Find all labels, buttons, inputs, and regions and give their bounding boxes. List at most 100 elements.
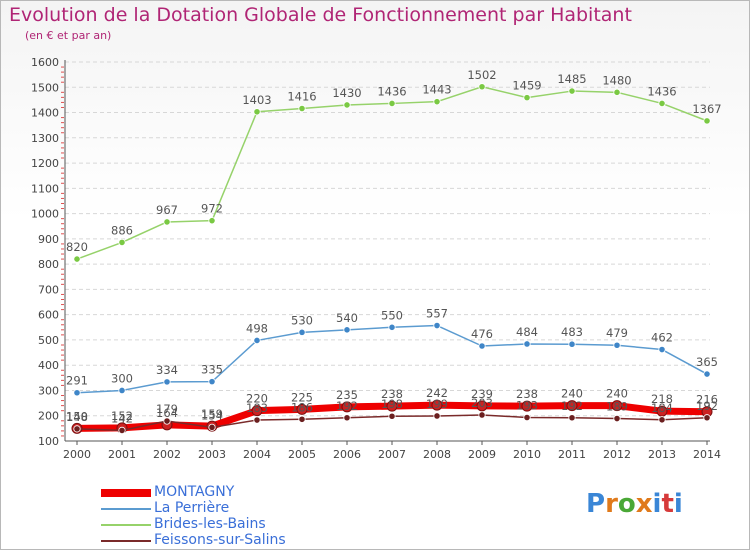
data-point (568, 414, 576, 422)
x-tick-label: 2000 (63, 448, 91, 461)
data-label: 1403 (242, 93, 271, 107)
x-tick-label: 2003 (198, 448, 226, 461)
x-tick-label: 2013 (648, 448, 676, 461)
data-label: 476 (471, 327, 493, 341)
x-tick-label: 2012 (603, 448, 631, 461)
data-label: 239 (471, 387, 493, 401)
data-point (523, 413, 531, 422)
y-tick-label: 800 (38, 258, 59, 271)
data-point (296, 403, 308, 415)
data-label: 192 (561, 399, 583, 413)
data-label: 189 (606, 400, 628, 414)
data-label: 203 (471, 396, 493, 410)
y-tick-label: 100 (38, 435, 59, 448)
data-point (343, 326, 351, 334)
legend-swatch (101, 540, 151, 542)
legend-label: MONTAGNY (154, 484, 235, 500)
y-tick-label: 600 (38, 309, 59, 322)
y-tick-label: 1100 (31, 182, 59, 195)
data-label: 240 (561, 387, 583, 401)
x-tick-label: 2004 (243, 448, 271, 461)
data-point (163, 378, 171, 386)
data-label: 1367 (692, 102, 721, 116)
data-point (343, 101, 351, 109)
x-tick-label: 2008 (423, 448, 451, 461)
data-point (658, 345, 666, 354)
x-tick-label: 2005 (288, 448, 316, 461)
data-point (388, 323, 396, 331)
data-label: 540 (336, 311, 358, 325)
data-point (566, 400, 578, 412)
data-point (433, 98, 441, 106)
data-point (703, 117, 711, 125)
data-label: 220 (246, 392, 268, 406)
data-label: 193 (516, 399, 538, 413)
data-label: 183 (246, 401, 268, 415)
data-label: 235 (336, 388, 358, 402)
data-label: 148 (66, 410, 88, 424)
y-tick-label: 700 (38, 283, 59, 296)
y-tick-label: 1000 (31, 208, 59, 221)
data-point (613, 341, 621, 349)
data-label: 972 (201, 202, 223, 216)
x-tick-label: 2007 (378, 448, 406, 461)
x-tick-label: 2009 (468, 448, 496, 461)
data-label: 886 (111, 223, 133, 237)
data-label: 335 (201, 363, 223, 377)
data-point (253, 336, 261, 345)
y-tick-label: 200 (38, 410, 59, 423)
data-point (118, 426, 126, 434)
legend-item: La Perrière (101, 500, 401, 517)
legend-swatch (101, 524, 151, 526)
data-point (478, 411, 486, 419)
y-tick-label: 1500 (31, 81, 59, 94)
data-point (703, 370, 711, 378)
data-label: 238 (381, 387, 403, 401)
data-point (208, 423, 216, 431)
legend-label: La Perrière (154, 500, 230, 516)
x-tick-label: 2014 (693, 448, 721, 461)
data-label: 498 (246, 321, 268, 335)
data-point (118, 386, 126, 395)
data-point (343, 414, 351, 422)
y-tick-label: 1300 (31, 132, 59, 145)
data-label: 240 (606, 387, 628, 401)
data-point (208, 217, 216, 225)
y-tick-label: 1200 (31, 157, 59, 170)
data-point (613, 414, 621, 423)
x-tick-label: 2010 (513, 448, 541, 461)
data-point (658, 416, 666, 424)
legend-swatch (101, 508, 151, 510)
data-label: 550 (381, 308, 403, 322)
data-point (521, 400, 533, 412)
data-label: 225 (291, 390, 313, 404)
data-label: 1416 (287, 89, 316, 103)
data-point (163, 218, 171, 226)
data-label: 164 (156, 406, 178, 420)
x-tick-label: 2011 (558, 448, 586, 461)
data-label: 300 (111, 371, 133, 385)
data-label: 199 (426, 397, 448, 411)
data-point (163, 417, 171, 425)
data-point (568, 340, 576, 348)
y-tick-label: 300 (38, 384, 59, 397)
legend-item: Feissons-sur-Salins (101, 532, 401, 549)
data-point (476, 400, 488, 412)
data-point (431, 399, 443, 411)
data-point (298, 415, 306, 423)
legend-item: MONTAGNY (101, 484, 401, 501)
data-point (568, 87, 576, 95)
data-point (73, 255, 81, 263)
data-label: 291 (66, 374, 88, 388)
legend: MONTAGNY La Perrière Brides-les-Bains Feiss… (101, 484, 401, 549)
data-label: 184 (651, 401, 673, 415)
data-label: 557 (426, 307, 448, 321)
legend-swatch (101, 489, 151, 497)
data-label: 154 (201, 408, 223, 422)
data-point (118, 238, 126, 247)
data-label: 483 (561, 325, 583, 339)
data-point (386, 400, 398, 412)
data-label: 159 (201, 407, 223, 421)
data-label: 179 (156, 402, 178, 416)
data-label: 365 (696, 355, 718, 369)
